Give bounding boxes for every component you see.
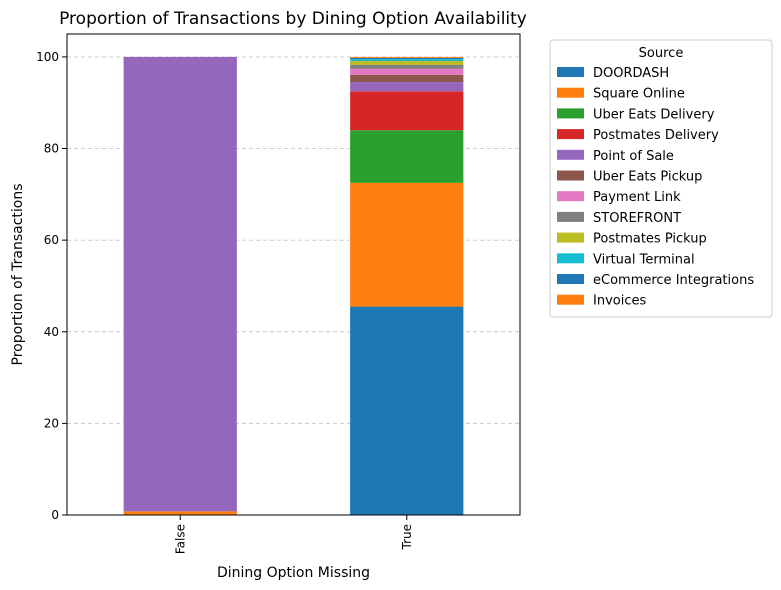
legend-frame bbox=[549, 39, 773, 318]
bar-segment bbox=[350, 64, 464, 69]
y-tick-label: 40 bbox=[44, 325, 59, 339]
bar-segment bbox=[123, 511, 237, 515]
bar-segment bbox=[350, 306, 464, 515]
legend-swatch bbox=[557, 129, 584, 140]
legend-swatch bbox=[557, 108, 584, 119]
chart-title: Proportion of Transactions by Dining Opt… bbox=[59, 9, 527, 29]
bar-segment bbox=[350, 130, 464, 183]
legend-title: Source bbox=[639, 46, 684, 61]
x-axis-label: Dining Option Missing bbox=[217, 565, 370, 581]
x-tick-label: True bbox=[400, 524, 414, 551]
plot-frame bbox=[66, 33, 521, 516]
bar-segment bbox=[350, 74, 464, 83]
bar-segment bbox=[350, 59, 464, 62]
y-tick-label: 100 bbox=[36, 50, 59, 64]
legend-swatch bbox=[557, 232, 584, 243]
legend-label: eCommerce Integrations bbox=[593, 273, 754, 288]
bar-segment bbox=[123, 56, 237, 512]
legend-label: Postmates Delivery bbox=[593, 128, 719, 143]
legend-swatch bbox=[557, 211, 584, 222]
legend-label: STOREFRONT bbox=[593, 211, 681, 226]
bar-segment bbox=[350, 57, 464, 60]
bar-segment bbox=[350, 91, 464, 131]
legend-swatch bbox=[557, 253, 584, 264]
bar-segment bbox=[350, 182, 464, 307]
legend-label: Invoices bbox=[593, 294, 646, 309]
legend-swatch bbox=[557, 67, 584, 77]
legend-swatch bbox=[557, 87, 584, 98]
bar-segment bbox=[350, 82, 464, 92]
legend-label: Payment Link bbox=[593, 190, 681, 205]
legend-label: Point of Sale bbox=[593, 149, 674, 164]
legend-items: DOORDASH Square Online Uber Eats Delivery P… bbox=[557, 66, 754, 309]
y-tick-label: 80 bbox=[44, 142, 59, 156]
bar-segment bbox=[350, 61, 464, 65]
legend-label: DOORDASH bbox=[593, 66, 669, 81]
legend: Source DOORDASH Square Online Uber Eats De… bbox=[549, 39, 773, 318]
legend-swatch bbox=[557, 149, 584, 160]
legend-label: Uber Eats Delivery bbox=[593, 107, 715, 122]
legend-label: Virtual Terminal bbox=[593, 252, 695, 267]
legend-label: Postmates Pickup bbox=[593, 232, 707, 247]
bar-segment bbox=[350, 68, 464, 75]
bars bbox=[123, 56, 464, 515]
legend-label: Uber Eats Pickup bbox=[593, 170, 702, 185]
y-tick-label: 60 bbox=[44, 233, 59, 247]
legend-swatch bbox=[557, 294, 584, 305]
legend-label: Square Online bbox=[593, 87, 685, 102]
legend-swatch bbox=[557, 170, 584, 181]
legend-swatch bbox=[557, 191, 584, 202]
x-axis: False True bbox=[173, 515, 414, 554]
x-tick-label: False bbox=[173, 524, 187, 554]
y-axis: 0 20 40 60 80 100 bbox=[36, 50, 67, 522]
y-axis-label: Proportion of Transactions bbox=[10, 183, 26, 365]
bar-segment bbox=[350, 56, 464, 58]
legend-swatch bbox=[557, 274, 584, 284]
y-tick-label: 20 bbox=[44, 416, 59, 430]
y-tick-label: 0 bbox=[51, 508, 59, 522]
